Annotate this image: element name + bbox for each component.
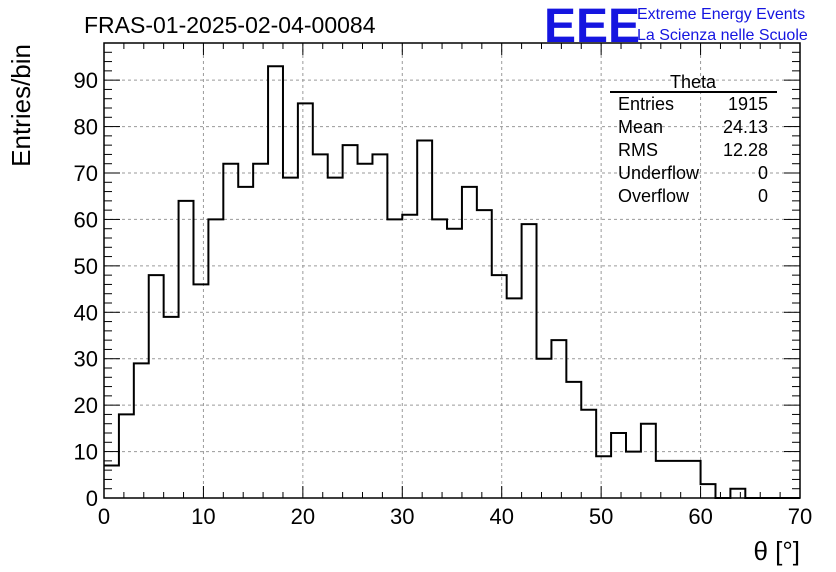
x-tick-label: 0	[98, 504, 110, 529]
stats-value-underflow: 0	[758, 163, 768, 183]
y-tick-label: 60	[74, 207, 98, 232]
stats-value-rms: 12.28	[723, 140, 768, 160]
histogram-outline	[104, 65, 800, 499]
x-tick-label: 40	[489, 504, 513, 529]
stats-label-mean: Mean	[618, 117, 663, 137]
stats-box: Theta Entries 1915 Mean 24.13 RMS 12.28 …	[610, 72, 777, 206]
x-tick-label: 50	[589, 504, 613, 529]
x-tick-label: 60	[688, 504, 712, 529]
stats-label-rms: RMS	[618, 140, 658, 160]
tick-labels: 0 10 20 30 40 50 60 70 0 10 20 30 40 50 60 70 80 90	[74, 68, 813, 529]
eee-logo: EEE Extreme Energy Events La Scienza nel…	[544, 0, 808, 53]
y-axis-title: Entries/bin	[6, 44, 36, 167]
y-tick-label: 50	[74, 254, 98, 279]
eee-logo-mark: EEE	[544, 0, 640, 53]
logo-line-1: Extreme Energy Events	[637, 6, 805, 23]
stats-value-entries: 1915	[728, 94, 768, 114]
y-tick-label: 40	[74, 300, 98, 325]
logo-line-2: La Scienza nelle Scuole	[637, 27, 808, 44]
stats-value-overflow: 0	[758, 186, 768, 206]
stats-label-overflow: Overflow	[618, 186, 690, 206]
stats-value-mean: 24.13	[723, 117, 768, 137]
plot-frame	[103, 42, 801, 499]
y-tick-label: 0	[86, 486, 98, 511]
y-tick-label: 90	[74, 68, 98, 93]
stats-label-entries: Entries	[618, 94, 674, 114]
x-tick-label: 30	[390, 504, 414, 529]
y-tick-label: 80	[74, 115, 98, 140]
y-tick-label: 10	[74, 440, 98, 465]
x-axis-title: θ [°]	[753, 536, 800, 566]
x-tick-label: 10	[191, 504, 215, 529]
chart-title: FRAS-01-2025-02-04-00084	[84, 12, 376, 38]
y-tick-label: 20	[74, 393, 98, 418]
x-tick-label: 70	[788, 504, 812, 529]
stats-label-underflow: Underflow	[618, 163, 700, 183]
stats-title: Theta	[670, 72, 717, 92]
x-tick-label: 20	[291, 504, 315, 529]
y-tick-label: 30	[74, 347, 98, 372]
y-tick-label: 70	[74, 161, 98, 186]
axis-ticks	[103, 42, 801, 499]
